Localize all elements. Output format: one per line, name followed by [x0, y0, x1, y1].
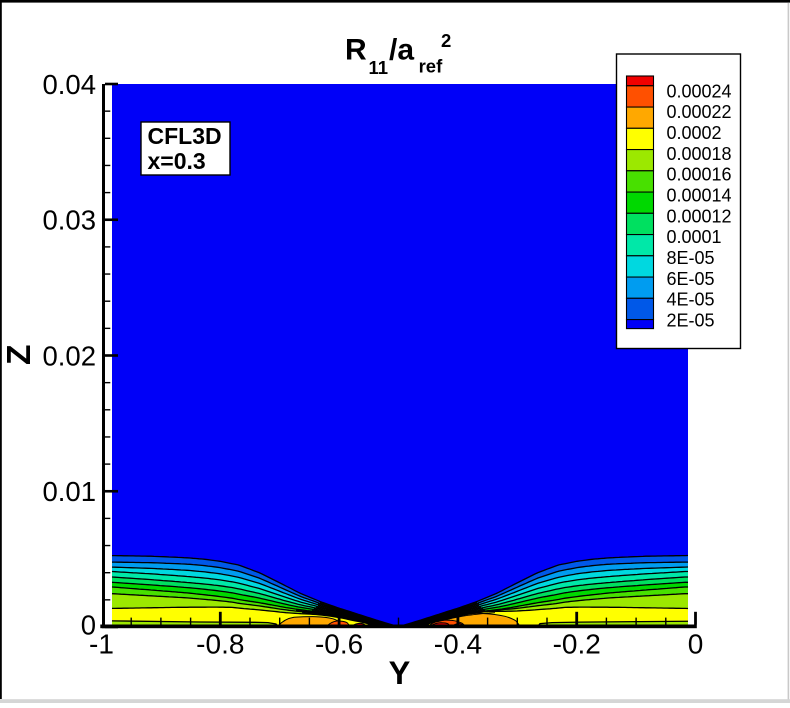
svg-text:0.00024: 0.00024	[667, 81, 732, 101]
svg-text:11: 11	[369, 57, 389, 78]
svg-text:x=0.3: x=0.3	[148, 148, 206, 174]
svg-text:/a: /a	[389, 34, 414, 67]
svg-text:0: 0	[688, 628, 704, 659]
svg-text:2E-05: 2E-05	[667, 310, 715, 330]
svg-text:Z: Z	[1, 345, 38, 365]
svg-text:ref: ref	[419, 56, 443, 77]
svg-text:-0.2: -0.2	[553, 628, 601, 659]
svg-text:0.0002: 0.0002	[667, 123, 722, 143]
svg-text:R: R	[345, 34, 367, 67]
svg-text:0.00016: 0.00016	[667, 165, 732, 185]
svg-text:0.00018: 0.00018	[667, 144, 732, 164]
svg-text:0.04: 0.04	[42, 69, 96, 100]
svg-text:Y: Y	[389, 655, 411, 691]
svg-text:-0.8: -0.8	[196, 628, 244, 659]
svg-text:2: 2	[441, 30, 451, 51]
svg-text:0.00022: 0.00022	[667, 102, 732, 122]
svg-text:0.03: 0.03	[42, 205, 96, 236]
svg-text:0.0001: 0.0001	[667, 227, 722, 247]
svg-text:8E-05: 8E-05	[667, 248, 715, 268]
svg-text:0.00012: 0.00012	[667, 206, 732, 226]
svg-text:4E-05: 4E-05	[667, 290, 715, 310]
svg-text:-1: -1	[89, 628, 114, 659]
svg-text:0.01: 0.01	[42, 476, 96, 507]
svg-text:-0.4: -0.4	[434, 628, 482, 659]
svg-text:-0.6: -0.6	[315, 628, 363, 659]
svg-text:CFL3D: CFL3D	[148, 123, 222, 149]
svg-text:0: 0	[81, 610, 96, 641]
svg-text:0.02: 0.02	[42, 340, 96, 371]
svg-text:6E-05: 6E-05	[667, 269, 715, 289]
svg-text:0.00014: 0.00014	[667, 186, 732, 206]
